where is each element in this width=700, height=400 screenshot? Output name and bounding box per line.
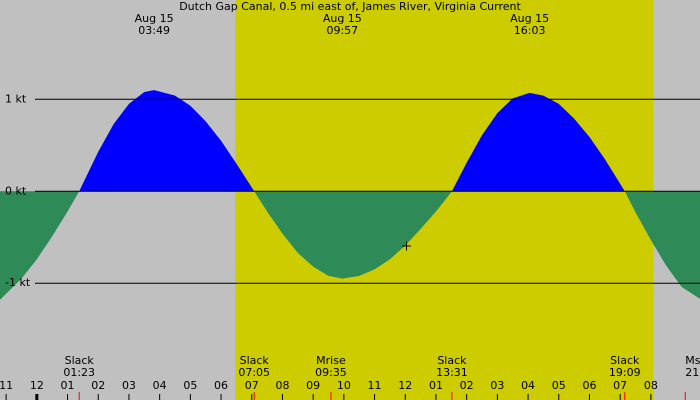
x-tick-label: 07 bbox=[245, 379, 259, 392]
peak-time: 09:57 bbox=[326, 24, 358, 37]
event-time: 19:09 bbox=[609, 366, 641, 379]
y-tick-label: 0 kt bbox=[5, 184, 27, 197]
flood-area bbox=[0, 90, 700, 192]
event-name: Ms bbox=[685, 354, 700, 367]
x-tick-label: 02 bbox=[91, 379, 105, 392]
x-tick-label: 09 bbox=[306, 379, 320, 392]
x-tick-label: 04 bbox=[521, 379, 535, 392]
peak-date: Aug 15 bbox=[510, 12, 549, 25]
peak-time: 03:49 bbox=[138, 24, 170, 37]
event-name: Slack bbox=[65, 354, 95, 367]
event-name: Mrise bbox=[316, 354, 346, 367]
x-tick-label: 07 bbox=[613, 379, 627, 392]
event-name: Slack bbox=[610, 354, 640, 367]
x-tick-label: 12 bbox=[30, 379, 44, 392]
x-tick-label: 11 bbox=[368, 379, 382, 392]
x-tick-label: 11 bbox=[0, 379, 13, 392]
x-tick-label: 02 bbox=[460, 379, 474, 392]
event-time: 07:05 bbox=[238, 366, 270, 379]
x-tick-label: 08 bbox=[275, 379, 289, 392]
x-tick-label: 01 bbox=[429, 379, 443, 392]
cursor-crosshair bbox=[402, 241, 411, 251]
x-tick-label: 12 bbox=[398, 379, 412, 392]
x-tick-label: 03 bbox=[122, 379, 136, 392]
x-tick-label: 03 bbox=[490, 379, 504, 392]
x-tick-label: 05 bbox=[552, 379, 566, 392]
event-time: 21 bbox=[685, 366, 699, 379]
event-time: 13:31 bbox=[436, 366, 468, 379]
event-name: Slack bbox=[437, 354, 467, 367]
x-tick-label: 08 bbox=[644, 379, 658, 392]
x-tick-label: 06 bbox=[214, 379, 228, 392]
y-tick-label: 1 kt bbox=[5, 92, 27, 105]
peak-date: Aug 15 bbox=[135, 12, 174, 25]
ebb-area bbox=[0, 191, 700, 300]
event-time: 01:23 bbox=[63, 366, 95, 379]
y-tick-label: -1 kt bbox=[5, 276, 31, 289]
x-tick-label: 01 bbox=[61, 379, 75, 392]
event-time: 09:35 bbox=[315, 366, 347, 379]
event-name: Slack bbox=[240, 354, 270, 367]
peak-time: 16:03 bbox=[514, 24, 546, 37]
x-tick-label: 04 bbox=[153, 379, 167, 392]
x-tick-label: 05 bbox=[183, 379, 197, 392]
x-tick-label: 06 bbox=[582, 379, 596, 392]
x-tick-label: 10 bbox=[337, 379, 351, 392]
chart-title: Dutch Gap Canal, 0.5 mi east of, James R… bbox=[179, 0, 521, 13]
peak-date: Aug 15 bbox=[323, 12, 362, 25]
